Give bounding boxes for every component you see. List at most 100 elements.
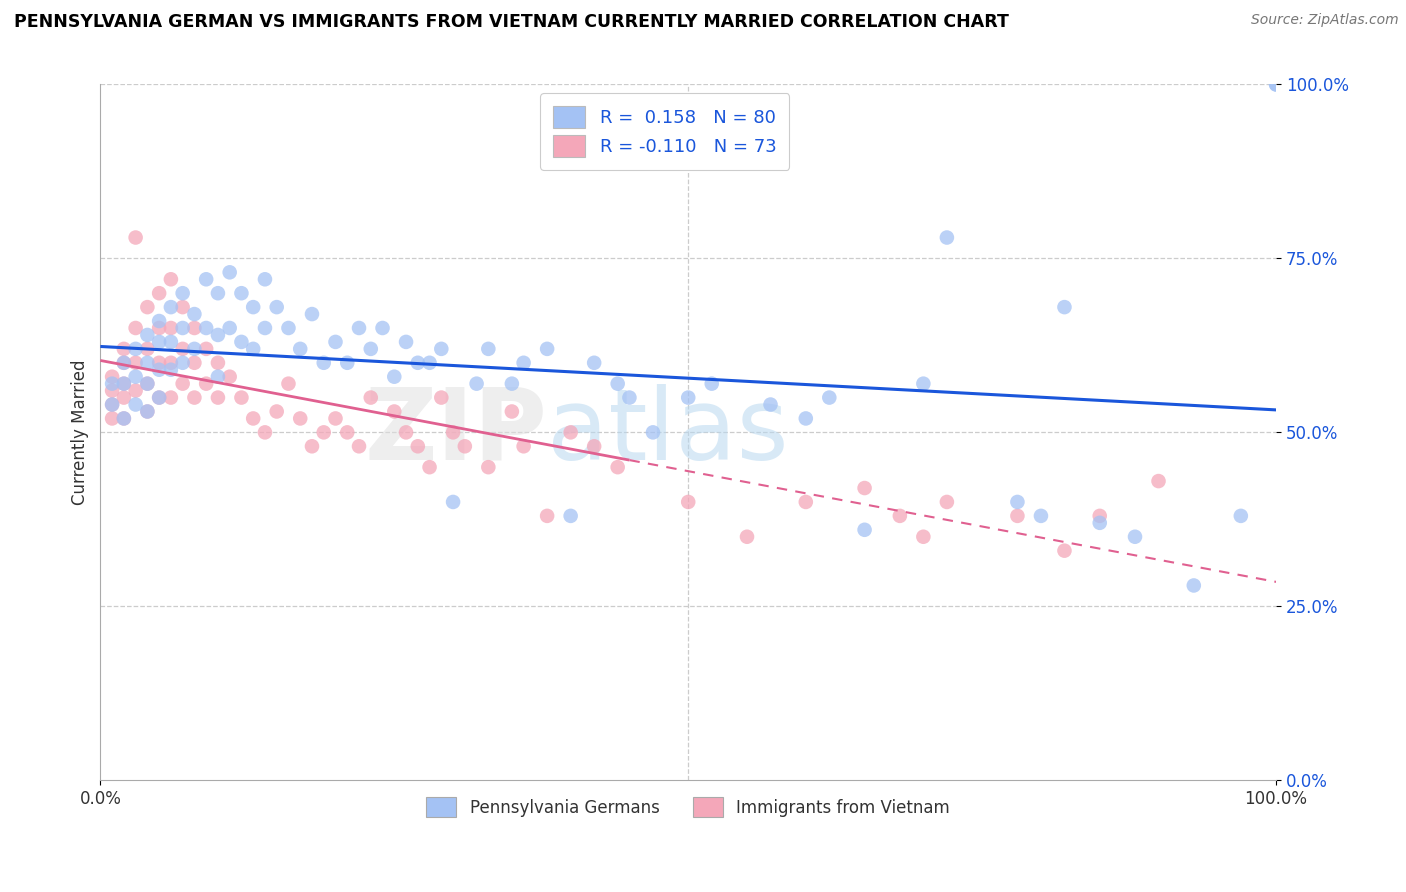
Point bbox=[1088, 508, 1111, 523]
Text: ZIP: ZIP bbox=[364, 384, 547, 481]
Point bbox=[112, 342, 135, 356]
Point bbox=[395, 425, 418, 440]
Point bbox=[136, 342, 159, 356]
Point bbox=[101, 376, 124, 391]
Point bbox=[501, 376, 523, 391]
Point bbox=[160, 334, 183, 349]
Point bbox=[183, 342, 205, 356]
Point bbox=[172, 286, 194, 301]
Point bbox=[124, 321, 146, 335]
Point bbox=[512, 439, 534, 453]
Point bbox=[218, 321, 240, 335]
Point bbox=[1088, 516, 1111, 530]
Point bbox=[290, 411, 312, 425]
Point bbox=[112, 356, 135, 370]
Point bbox=[676, 495, 699, 509]
Point bbox=[360, 342, 382, 356]
Point bbox=[1029, 508, 1052, 523]
Point bbox=[172, 321, 194, 335]
Point bbox=[207, 286, 229, 301]
Point bbox=[325, 334, 347, 349]
Point bbox=[148, 391, 170, 405]
Point bbox=[441, 495, 464, 509]
Point bbox=[148, 286, 170, 301]
Point bbox=[231, 391, 253, 405]
Point bbox=[101, 398, 124, 412]
Point bbox=[136, 376, 159, 391]
Point bbox=[1265, 78, 1288, 92]
Y-axis label: Currently Married: Currently Married bbox=[72, 359, 89, 505]
Point bbox=[641, 425, 664, 440]
Point bbox=[477, 342, 499, 356]
Point bbox=[419, 460, 441, 475]
Point bbox=[1053, 300, 1076, 314]
Point bbox=[148, 356, 170, 370]
Point bbox=[112, 411, 135, 425]
Point bbox=[536, 342, 558, 356]
Point bbox=[266, 300, 288, 314]
Point bbox=[195, 272, 218, 286]
Legend: Pennsylvania Germans, Immigrants from Vietnam: Pennsylvania Germans, Immigrants from Vi… bbox=[420, 790, 956, 824]
Point bbox=[301, 439, 323, 453]
Point bbox=[207, 391, 229, 405]
Point bbox=[1053, 543, 1076, 558]
Point bbox=[172, 356, 194, 370]
Point bbox=[619, 391, 641, 405]
Point bbox=[382, 369, 405, 384]
Point bbox=[560, 508, 582, 523]
Point bbox=[794, 411, 817, 425]
Point bbox=[312, 425, 335, 440]
Point bbox=[700, 376, 723, 391]
Point bbox=[266, 404, 288, 418]
Point bbox=[124, 342, 146, 356]
Point bbox=[441, 425, 464, 440]
Point bbox=[818, 391, 841, 405]
Point bbox=[360, 391, 382, 405]
Point bbox=[148, 391, 170, 405]
Point bbox=[160, 391, 183, 405]
Point bbox=[195, 376, 218, 391]
Point bbox=[242, 342, 264, 356]
Point bbox=[218, 265, 240, 279]
Point bbox=[148, 334, 170, 349]
Text: PENNSYLVANIA GERMAN VS IMMIGRANTS FROM VIETNAM CURRENTLY MARRIED CORRELATION CHA: PENNSYLVANIA GERMAN VS IMMIGRANTS FROM V… bbox=[14, 13, 1010, 31]
Text: atlas: atlas bbox=[547, 384, 789, 481]
Point bbox=[195, 321, 218, 335]
Point bbox=[124, 230, 146, 244]
Point bbox=[136, 404, 159, 418]
Point bbox=[124, 356, 146, 370]
Point bbox=[406, 356, 429, 370]
Point bbox=[207, 328, 229, 343]
Point bbox=[277, 376, 299, 391]
Point bbox=[371, 321, 394, 335]
Point bbox=[935, 495, 957, 509]
Point bbox=[172, 342, 194, 356]
Point bbox=[477, 460, 499, 475]
Text: Source: ZipAtlas.com: Source: ZipAtlas.com bbox=[1251, 13, 1399, 28]
Point bbox=[583, 439, 606, 453]
Point bbox=[148, 314, 170, 328]
Point bbox=[207, 369, 229, 384]
Point bbox=[501, 404, 523, 418]
Point bbox=[253, 425, 276, 440]
Point bbox=[301, 307, 323, 321]
Point bbox=[536, 508, 558, 523]
Point bbox=[124, 384, 146, 398]
Point bbox=[172, 376, 194, 391]
Point bbox=[101, 384, 124, 398]
Point bbox=[218, 369, 240, 384]
Point bbox=[406, 439, 429, 453]
Point bbox=[112, 376, 135, 391]
Point bbox=[583, 356, 606, 370]
Point bbox=[183, 391, 205, 405]
Point bbox=[136, 404, 159, 418]
Point bbox=[136, 356, 159, 370]
Point bbox=[183, 307, 205, 321]
Point bbox=[454, 439, 477, 453]
Point bbox=[124, 369, 146, 384]
Point bbox=[160, 363, 183, 377]
Point bbox=[347, 321, 370, 335]
Point bbox=[290, 342, 312, 356]
Point bbox=[325, 411, 347, 425]
Point bbox=[912, 530, 935, 544]
